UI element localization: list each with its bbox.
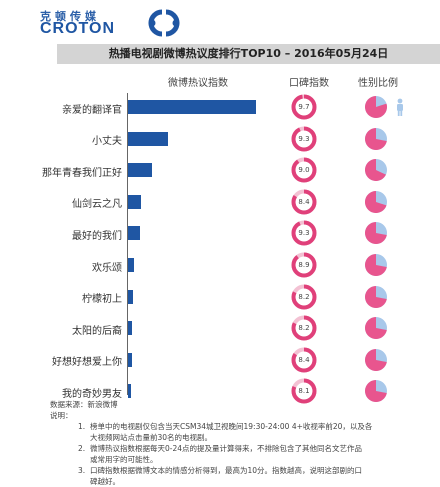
gender-ratio-pie [365, 159, 387, 182]
gender-ratio-pie [365, 222, 387, 245]
female-share-slice [365, 348, 387, 371]
koubei-score-ring [291, 126, 317, 152]
note-line: 1. 榜单中的电视剧仅包含当天CSM34城卫视晚间19:30-24:00 4+收视… [50, 421, 438, 432]
gender-ratio-pie [365, 127, 387, 150]
notes-section: 数据来源：新浪微博 说明： 1. 榜单中的电视剧仅包含当天CSM34城卫视晚间19… [50, 399, 438, 487]
koubei-score-ring [291, 220, 317, 246]
male-person-icon [397, 98, 403, 116]
weibo-index-bar [128, 321, 132, 336]
koubei-score-value: 8.4 [298, 355, 310, 364]
koubei-score-ring [291, 189, 317, 215]
koubei-score-ring [291, 315, 317, 341]
note-line: 3. 口碑指数根据微博文本的情感分析得到，最高为10分。指数越高，说明这部剧的口 [50, 465, 438, 476]
row-label: 最好的我们 [72, 230, 122, 242]
gender-ratio-pie [365, 96, 387, 118]
female-share-slice [365, 159, 386, 182]
female-share-slice [365, 127, 387, 150]
gender-ratio-pie [365, 317, 387, 340]
header-weibo-index: 微博热议指数 [168, 78, 228, 89]
row-label: 那年青春我们正好 [42, 167, 122, 179]
koubei-score-ring [291, 284, 317, 310]
koubei-score-value: 8.2 [298, 324, 310, 333]
female-share-slice [365, 380, 387, 403]
koubei-score-ring [291, 252, 317, 278]
header-gender-ratio: 性别比例 [358, 78, 398, 89]
female-share-slice [365, 254, 387, 276]
row-label: 仙剑云之凡 [72, 199, 122, 211]
row-label: 太阳的后裔 [72, 325, 122, 337]
koubei-score-value: 9.0 [298, 166, 310, 175]
croton-logo: 克顿传媒 CROTON [40, 8, 190, 38]
note-number: 3. [78, 466, 86, 475]
note-text: 碑越好。 [90, 477, 120, 486]
koubei-score-ring [291, 378, 317, 404]
weibo-index-bar [128, 131, 168, 146]
note-text: 微博热议指数根据每天0-24点的提及量计算得来，不排除包含了其他同名文艺作品 [90, 444, 363, 453]
note-line: 2. 微博热议指数根据每天0-24点的提及量计算得来，不排除包含了其他同名文艺作品 [50, 443, 438, 454]
row-label: 柠檬初上 [82, 294, 122, 306]
female-share-slice [365, 96, 387, 118]
note-number: 1. [78, 422, 86, 431]
koubei-score-value: 9.3 [298, 229, 310, 238]
female-share-slice [365, 222, 387, 245]
weibo-index-bar [128, 100, 256, 114]
row-label: 小丈夫 [92, 136, 122, 148]
gender-ratio-pie [365, 285, 387, 308]
weibo-index-bar [128, 384, 131, 399]
chart-title: 热播电视剧微博热议度排行TOP10 – 2016年05月24日 [108, 47, 389, 60]
weibo-index-bar [128, 226, 140, 241]
bar-axis-line [127, 93, 128, 395]
title-bar: 热播电视剧微博热议度排行TOP10 – 2016年05月24日 [57, 44, 440, 64]
note-line: 大视频网站点击量前30名的电视剧。 [50, 432, 438, 443]
croton-swirl-icon [148, 9, 180, 37]
row-label: 亲爱的翻译官 [62, 104, 122, 116]
data-source-note: 数据来源：新浪微博 [50, 400, 118, 409]
weibo-index-bar [128, 258, 135, 272]
weibo-index-bar [128, 352, 132, 367]
koubei-score-ring [291, 94, 317, 120]
note-line: 碑越好。 [50, 476, 438, 487]
koubei-score-value: 9.3 [298, 134, 310, 143]
koubei-score-value: 8.1 [298, 387, 310, 396]
koubei-score-value: 8.9 [298, 261, 310, 269]
weibo-index-bar [128, 163, 153, 178]
female-share-slice [365, 317, 387, 340]
row-label: 欢乐颂 [92, 262, 122, 274]
weibo-index-bar [128, 194, 141, 209]
row-label: 好想好想爱上你 [52, 357, 122, 369]
note-text: 大视频网站点击量前30名的电视剧。 [90, 433, 213, 442]
note-items: 1. 榜单中的电视剧仅包含当天CSM34城卫视晚间19:30-24:00 4+收视… [50, 421, 438, 487]
gender-ratio-pie [365, 254, 387, 276]
koubei-score-ring [291, 157, 317, 183]
gender-ratio-pie [365, 190, 387, 213]
note-text: 或常用字的可能性。 [90, 455, 158, 464]
note-number: 2. [78, 444, 86, 453]
koubei-score-value: 9.7 [298, 103, 310, 111]
koubei-score-value: 8.2 [298, 292, 310, 301]
logo-brand-text: CROTON [40, 20, 116, 37]
notes-label: 说明： [50, 411, 73, 420]
note-line: 或常用字的可能性。 [50, 454, 438, 465]
koubei-score-ring [291, 347, 317, 373]
note-text: 口碑指数根据微博文本的情感分析得到，最高为10分。指数越高，说明这部剧的口 [90, 466, 363, 475]
logo-chinese-text: 克顿传媒 [40, 10, 100, 23]
row-label: 我的奇妙男友 [62, 388, 122, 400]
female-share-slice [365, 190, 387, 213]
female-share-slice [365, 285, 387, 308]
gender-ratio-pie [365, 380, 387, 403]
header-koubei-index: 口碑指数 [289, 78, 329, 89]
gender-ratio-pie [365, 348, 387, 371]
koubei-score-value: 8.4 [298, 197, 310, 206]
weibo-index-bar [128, 289, 134, 304]
note-text: 榜单中的电视剧仅包含当天CSM34城卫视晚间19:30-24:00 4+收视率前… [90, 422, 373, 431]
